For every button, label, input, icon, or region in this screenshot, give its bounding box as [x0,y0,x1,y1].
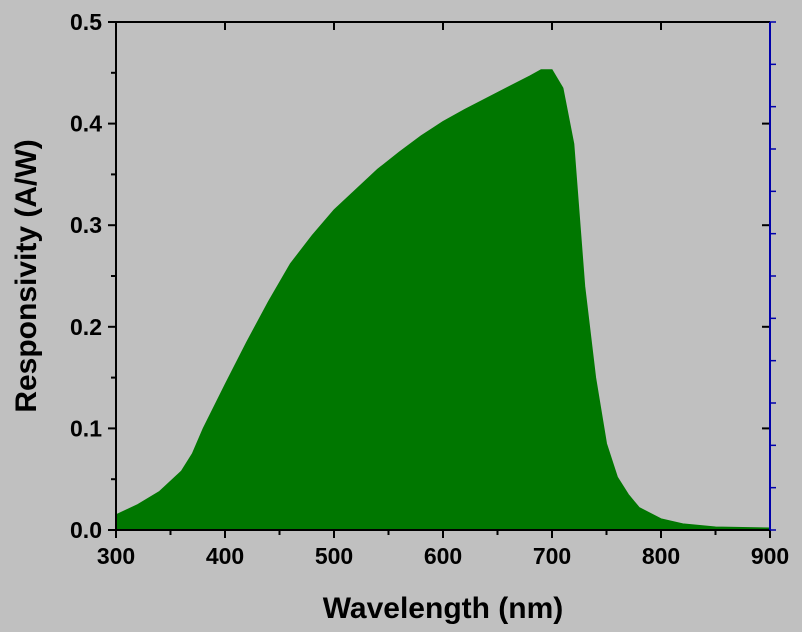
x-tick-label: 300 [97,543,135,569]
x-tick-label: 800 [642,543,680,569]
y-tick-label: 0.2 [70,314,102,340]
x-tick-label: 900 [751,543,789,569]
x-tick-label: 400 [206,543,244,569]
x-axis-title: Wavelength (nm) [323,592,564,625]
y-tick-label: 0.5 [70,9,102,35]
y-tick-label: 0.3 [70,212,102,238]
y-tick-label: 0.4 [70,111,102,137]
x-tick-label: 600 [424,543,462,569]
y-tick-label: 0.0 [70,517,102,543]
x-tick-label: 500 [315,543,353,569]
y-axis-title: Responsivity (A/W) [10,139,43,412]
area-layer [115,69,771,531]
tick-labels: 300 400 500 600 700 800 900 0.0 0.1 0.2 0.3 0.4 0.5 [70,9,789,569]
y-tick-label: 0.1 [70,415,102,441]
responsivity-area [115,69,771,531]
x-tick-label: 700 [533,543,571,569]
